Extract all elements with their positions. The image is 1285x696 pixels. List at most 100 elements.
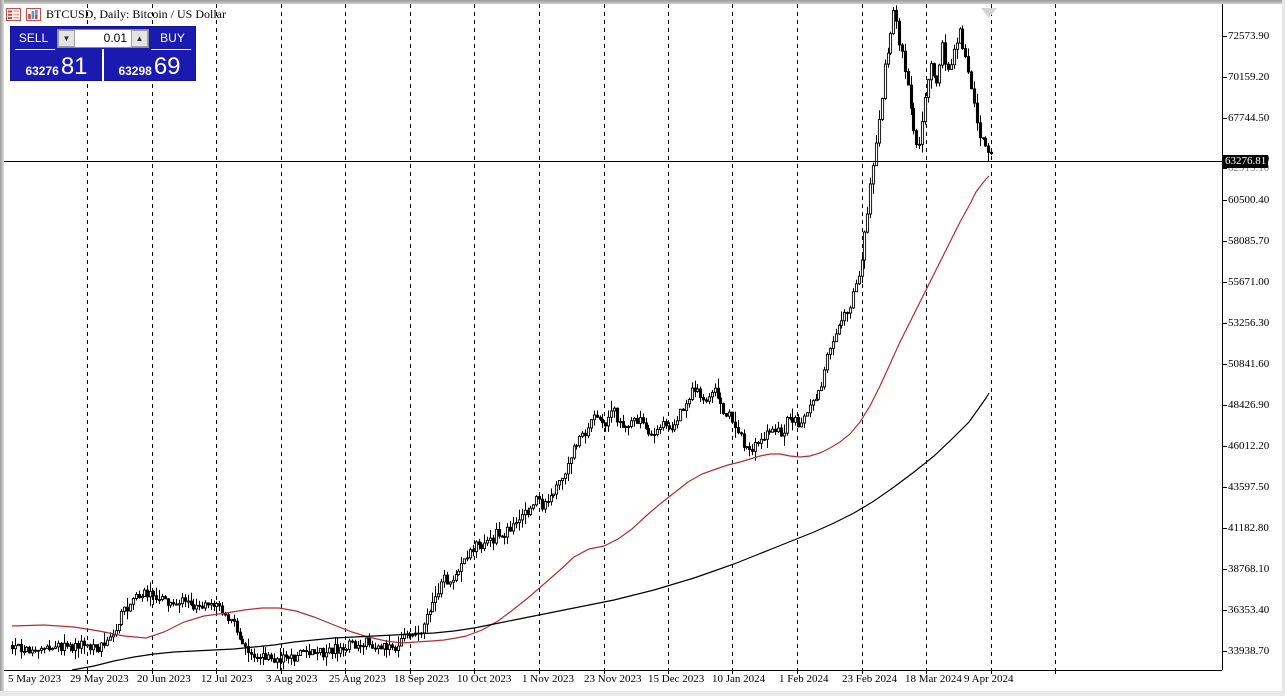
candle-bearish bbox=[767, 430, 772, 433]
one-click-trading-panel[interactable]: SELL ▼ 0.01 ▲ BUY 63276 81 63298 69 bbox=[10, 26, 196, 81]
price-tick-label: 48426.90 bbox=[1222, 399, 1282, 411]
candle-bullish bbox=[91, 644, 96, 651]
candle-bullish bbox=[770, 428, 775, 433]
candle-bullish bbox=[16, 643, 21, 647]
candle-bullish bbox=[952, 48, 957, 66]
candle-bearish bbox=[292, 654, 297, 662]
candle-bullish bbox=[119, 610, 124, 625]
candle-bearish bbox=[393, 647, 398, 651]
candle-bullish bbox=[364, 637, 369, 647]
candle-bearish bbox=[96, 646, 101, 652]
date-tick-label: 10 Oct 2023 bbox=[457, 673, 512, 685]
buy-label[interactable]: BUY bbox=[160, 31, 185, 45]
candle-bearish bbox=[102, 642, 107, 646]
candle-bullish bbox=[805, 412, 810, 417]
price-tick-label: 33938.70 bbox=[1222, 645, 1282, 657]
candle-bearish bbox=[621, 421, 626, 428]
candle-bearish bbox=[845, 312, 850, 314]
candle-bullish bbox=[85, 644, 90, 647]
candle-bullish bbox=[488, 537, 493, 541]
candle-bullish bbox=[929, 63, 934, 81]
candle-bearish bbox=[284, 654, 289, 658]
sell-button[interactable]: 63276 81 bbox=[11, 49, 102, 81]
candle-bearish bbox=[730, 411, 735, 423]
candle-bullish bbox=[883, 63, 888, 99]
candle-bearish bbox=[914, 130, 919, 146]
candle-bullish bbox=[612, 407, 617, 412]
candle-bullish bbox=[281, 654, 286, 663]
candle-bearish bbox=[65, 642, 70, 647]
time-axis-line bbox=[4, 670, 1222, 671]
volume-stepper[interactable]: ▼ 0.01 ▲ bbox=[57, 28, 149, 48]
candle-bullish bbox=[606, 416, 611, 427]
indicator-line bbox=[11, 175, 990, 644]
candle-bearish bbox=[370, 644, 375, 649]
candle-bearish bbox=[664, 421, 669, 427]
candle-bearish bbox=[960, 28, 965, 50]
window-frame-bottom bbox=[0, 691, 1285, 696]
date-tick-mark bbox=[281, 670, 282, 674]
candle-bearish bbox=[125, 606, 130, 612]
time-axis[interactable]: 5 May 2023 29 May 2023 20 Jun 2023 12 Jul 2… bbox=[4, 670, 1282, 691]
candle-bullish bbox=[347, 640, 352, 650]
candle-bearish bbox=[721, 403, 726, 414]
candle-bearish bbox=[350, 640, 355, 643]
candle-bearish bbox=[943, 42, 948, 65]
candle-bearish bbox=[491, 537, 496, 544]
candle-bearish bbox=[897, 20, 902, 46]
candle-bearish bbox=[497, 529, 502, 537]
candle-bearish bbox=[718, 397, 723, 405]
candle-bullish bbox=[534, 496, 539, 506]
date-tick-mark bbox=[732, 670, 733, 674]
candle-bearish bbox=[963, 48, 968, 58]
candle-bearish bbox=[756, 442, 761, 444]
candle-bearish bbox=[471, 549, 476, 553]
candle-bullish bbox=[920, 121, 925, 145]
price-axis[interactable]: 63276.81 72573.9070159.2067744.5065329.8… bbox=[1222, 4, 1282, 670]
candle-bullish bbox=[425, 613, 430, 625]
date-tick-mark bbox=[539, 670, 540, 674]
price-tick-label: 53256.30 bbox=[1222, 317, 1282, 329]
candle-bullish bbox=[474, 541, 479, 553]
price-tick-label: 67744.50 bbox=[1222, 112, 1282, 124]
candle-bearish bbox=[166, 598, 171, 606]
candle-bullish bbox=[690, 387, 695, 400]
volume-input[interactable]: 0.01 bbox=[103, 31, 127, 45]
candle-bearish bbox=[724, 413, 729, 417]
sell-price-small: 63276 bbox=[25, 64, 59, 78]
volume-decrease-button[interactable]: ▼ bbox=[58, 29, 75, 47]
candle-bearish bbox=[946, 63, 951, 70]
candle-bullish bbox=[857, 275, 862, 285]
candle-bearish bbox=[174, 603, 179, 606]
candle-bearish bbox=[10, 644, 15, 650]
date-tick-mark bbox=[345, 670, 346, 674]
candle-bearish bbox=[909, 84, 914, 109]
candle-bearish bbox=[361, 645, 366, 648]
volume-increase-button[interactable]: ▲ bbox=[131, 29, 148, 47]
chart-window-icon[interactable] bbox=[26, 7, 41, 21]
candle-bullish bbox=[468, 549, 473, 559]
candle-bearish bbox=[969, 71, 974, 90]
chart-plot-area[interactable] bbox=[4, 4, 1222, 670]
candle-bullish bbox=[811, 400, 816, 406]
candle-bullish bbox=[42, 647, 47, 650]
candle-bullish bbox=[186, 600, 191, 603]
candle-bearish bbox=[508, 526, 513, 532]
candle-bearish bbox=[321, 647, 326, 658]
candle-bullish bbox=[266, 654, 271, 660]
candle-bullish bbox=[30, 649, 35, 654]
candle-bullish bbox=[214, 603, 219, 607]
buy-button[interactable]: 63298 69 bbox=[104, 49, 195, 81]
sell-label[interactable]: SELL bbox=[18, 31, 49, 45]
data-window-icon[interactable] bbox=[6, 7, 21, 21]
candle-bullish bbox=[117, 623, 122, 632]
candle-bullish bbox=[436, 593, 441, 598]
candlestick-series bbox=[10, 5, 994, 670]
candle-bearish bbox=[747, 446, 752, 450]
candle-bearish bbox=[373, 647, 378, 650]
candle-bullish bbox=[577, 435, 582, 447]
candle-bearish bbox=[641, 417, 646, 424]
candle-bearish bbox=[252, 653, 257, 658]
candle-bearish bbox=[384, 642, 389, 651]
candle-bearish bbox=[635, 417, 640, 424]
